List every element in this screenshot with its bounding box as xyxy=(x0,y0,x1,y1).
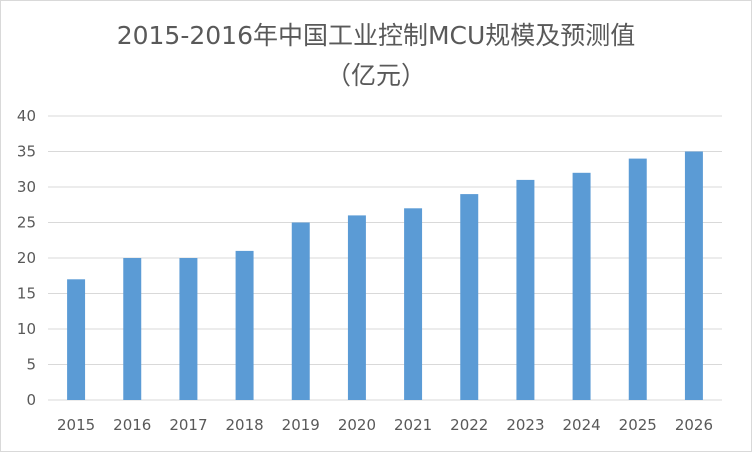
chart-subtitle: （亿元） xyxy=(325,61,426,90)
y-tick-label: 15 xyxy=(17,285,36,303)
x-tick-label: 2021 xyxy=(394,416,432,434)
x-tick-label: 2026 xyxy=(675,416,713,434)
x-tick-label: 2018 xyxy=(225,416,263,434)
bar-2021 xyxy=(404,208,423,400)
bar-2023 xyxy=(516,179,535,400)
bar-2016 xyxy=(123,258,142,400)
bars xyxy=(67,151,703,400)
y-axis-ticks: 0 5 10 15 20 25 30 35 40 xyxy=(17,107,36,409)
x-tick-label: 2020 xyxy=(338,416,376,434)
bar-2025 xyxy=(628,158,647,400)
bar-2020 xyxy=(347,215,366,400)
chart-title: 2015-2016年中国工业控制MCU规模及预测值 xyxy=(116,21,636,50)
x-tick-label: 2022 xyxy=(450,416,488,434)
bar-2019 xyxy=(291,222,310,400)
y-tick-label: 20 xyxy=(17,249,36,267)
y-tick-label: 30 xyxy=(17,178,36,196)
bar-2015 xyxy=(67,279,86,400)
x-tick-label: 2023 xyxy=(506,416,544,434)
x-tick-label: 2024 xyxy=(562,416,600,434)
y-tick-label: 35 xyxy=(17,143,36,161)
bar-2018 xyxy=(235,250,254,400)
y-tick-label: 25 xyxy=(17,214,36,232)
x-tick-label: 2017 xyxy=(169,416,207,434)
y-tick-label: 0 xyxy=(26,391,36,409)
x-tick-label: 2016 xyxy=(113,416,151,434)
y-tick-label: 40 xyxy=(17,107,36,125)
bar-2024 xyxy=(572,172,591,400)
gridlines xyxy=(48,115,722,401)
y-tick-label: 10 xyxy=(17,320,36,338)
x-tick-label: 2025 xyxy=(619,416,657,434)
x-tick-label: 2019 xyxy=(282,416,320,434)
bar-2017 xyxy=(179,258,198,400)
x-axis-ticks: 2015 2016 2017 2018 2019 2020 2021 2022 2023 2024… xyxy=(57,416,713,434)
y-tick-label: 5 xyxy=(26,356,36,374)
x-tick-label: 2015 xyxy=(57,416,95,434)
bar-2026 xyxy=(684,151,703,400)
bar-2022 xyxy=(460,194,479,400)
